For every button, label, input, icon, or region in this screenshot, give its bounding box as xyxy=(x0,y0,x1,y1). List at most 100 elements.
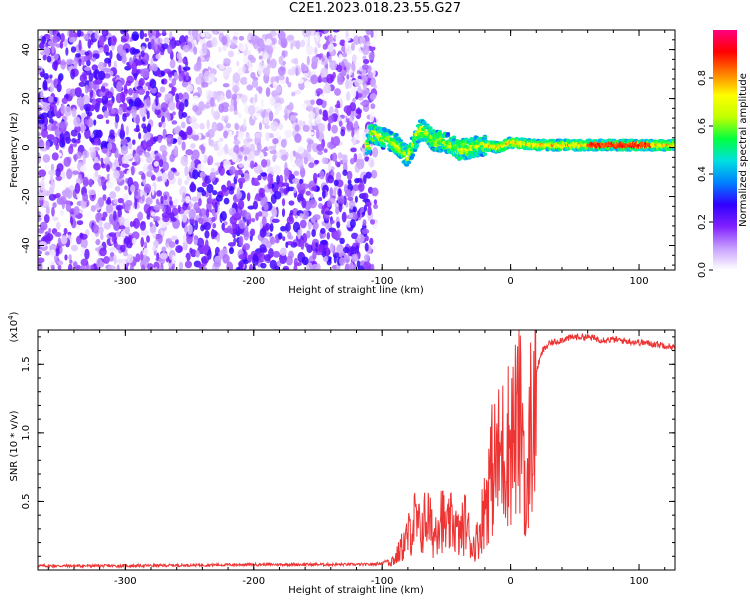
heatmap-cell xyxy=(198,72,203,79)
heatmap-cell xyxy=(293,170,300,176)
heatmap-cell xyxy=(201,81,209,88)
heatmap-cell xyxy=(94,169,99,178)
heatmap-cell xyxy=(77,30,82,38)
heatmap-cell xyxy=(223,130,228,139)
heatmap-cell xyxy=(207,155,214,166)
heatmap-cell xyxy=(152,136,159,142)
heatmap-cell xyxy=(346,121,354,131)
heatmap-cell xyxy=(188,209,196,220)
heatmap-cell xyxy=(254,93,258,103)
heatmap-cell xyxy=(209,97,215,107)
heatmap-cell xyxy=(321,157,329,165)
heatmap-cell xyxy=(38,257,45,264)
heatmap-cell xyxy=(121,154,130,165)
heatmap-cell xyxy=(177,135,182,145)
heatmap-cell xyxy=(268,145,277,150)
heatmap-cell xyxy=(124,185,128,191)
heatmap-cell xyxy=(361,75,366,86)
heatmap-cell xyxy=(57,264,62,270)
heatmap-cell xyxy=(321,57,325,62)
heatmap-cell xyxy=(272,250,281,258)
heatmap-cell xyxy=(60,235,68,245)
heatmap-cell xyxy=(110,35,117,46)
heatmap-cell xyxy=(46,134,55,141)
heatmap-cell xyxy=(344,263,350,270)
heatmap-cell xyxy=(203,104,211,109)
heatmap-cell xyxy=(310,74,319,85)
heatmap-cell xyxy=(119,49,127,57)
heatmap-cell xyxy=(205,208,210,218)
heatmap-cell xyxy=(214,145,218,151)
heatmap-cell xyxy=(258,86,263,95)
heatmap-cell xyxy=(299,213,304,219)
heatmap-cell xyxy=(357,85,362,94)
heatmap-cell xyxy=(123,217,130,228)
heatmap-cell xyxy=(171,78,177,86)
heatmap-cell xyxy=(224,143,229,155)
heatmap-cell xyxy=(272,137,279,145)
heatmap-cell xyxy=(337,194,345,205)
heatmap-cell xyxy=(112,210,117,222)
heatmap-cell xyxy=(379,138,385,142)
heatmap-cell xyxy=(213,106,218,112)
heatmap-cell xyxy=(351,130,355,138)
heatmap-cell xyxy=(187,224,193,235)
heatmap-cell xyxy=(327,257,332,263)
heatmap-cell xyxy=(135,49,141,54)
heatmap-cell xyxy=(184,260,193,269)
heatmap-cell xyxy=(43,214,50,224)
heatmap-cell xyxy=(143,33,148,38)
heatmap-cell xyxy=(217,30,226,33)
heatmap-cell xyxy=(207,249,212,260)
heatmap-cell xyxy=(482,136,488,141)
heatmap-cell xyxy=(352,206,357,214)
heatmap-cell xyxy=(236,60,240,67)
heatmap-cell xyxy=(302,30,310,38)
heatmap-cell xyxy=(251,218,256,223)
heatmap-cell xyxy=(322,96,329,101)
heatmap-cell xyxy=(328,33,333,44)
heatmap-cell xyxy=(51,206,55,217)
heatmap-cell xyxy=(51,265,55,270)
heatmap-cell xyxy=(301,256,309,266)
heatmap-cell xyxy=(319,108,323,115)
heatmap-cell xyxy=(196,46,201,52)
heatmap-cell xyxy=(336,100,341,109)
heatmap-cell xyxy=(366,201,372,208)
heatmap-cell xyxy=(38,241,47,248)
heatmap-cell xyxy=(347,179,352,185)
heatmap-cell xyxy=(332,30,340,33)
heatmap-cell xyxy=(330,166,335,171)
heatmap-cell xyxy=(120,145,129,155)
heatmap-cell xyxy=(75,53,81,58)
heatmap-cell xyxy=(316,98,323,106)
heatmap-cell xyxy=(263,202,269,211)
heatmap-cell xyxy=(246,77,254,85)
heatmap-cell xyxy=(361,64,369,71)
heatmap-cell xyxy=(210,139,214,148)
heatmap-cell xyxy=(233,140,241,145)
heatmap-cell xyxy=(82,94,91,105)
heatmap-cell xyxy=(106,196,111,205)
heatmap-cell xyxy=(358,182,365,192)
heatmap-cell xyxy=(222,44,227,52)
colorbar: 0.0 0.2 0.4 0.6 0.8 Normalized spectral ampl… xyxy=(697,30,749,278)
heatmap-cell xyxy=(416,139,422,143)
heatmap-cell xyxy=(273,95,280,101)
heatmap-cell xyxy=(338,53,343,63)
heatmap-cell xyxy=(103,255,110,264)
heatmap-cell xyxy=(329,243,335,253)
heatmap-cell xyxy=(159,86,166,93)
heatmap-cell xyxy=(262,151,268,157)
heatmap-cell xyxy=(250,228,256,237)
heatmap-cell xyxy=(101,85,106,93)
heatmap-cell xyxy=(451,135,457,140)
heatmap-cell xyxy=(180,121,186,129)
heatmap-cell xyxy=(162,128,167,140)
heatmap-cell xyxy=(356,159,365,170)
heatmap-cell xyxy=(39,71,45,76)
heatmap-cell xyxy=(247,254,253,263)
heatmap-cell xyxy=(428,126,433,130)
heatmap-cell xyxy=(82,192,89,202)
heatmap-cell xyxy=(251,79,259,88)
